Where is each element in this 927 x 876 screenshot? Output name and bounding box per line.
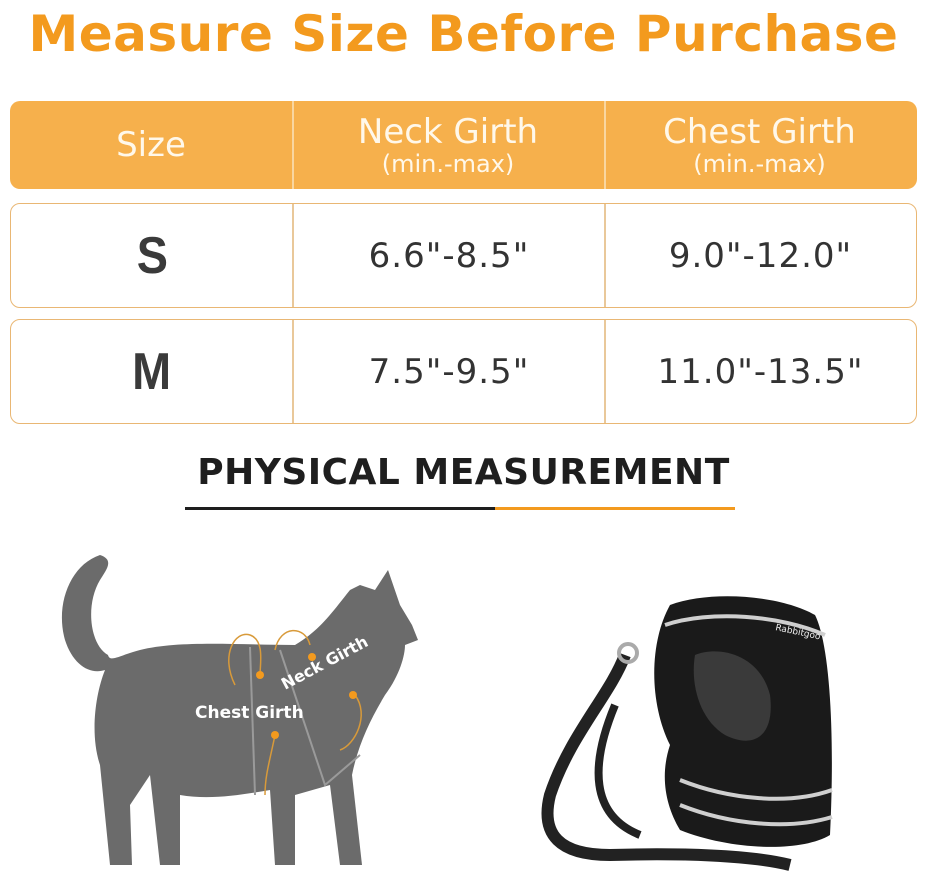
divider bbox=[604, 101, 606, 189]
size-table-header: Size Neck Girth (min.-max) Chest Girth (mi… bbox=[10, 101, 917, 189]
page-title: Measure Size Before Purchase bbox=[28, 5, 899, 63]
table-row: M 7.5"-9.5" 11.0"-13.5" bbox=[10, 319, 917, 424]
leash bbox=[541, 652, 792, 871]
divider bbox=[292, 101, 294, 189]
neck-cell: 7.5"-9.5" bbox=[368, 351, 530, 392]
header-chest: Chest Girth (min.-max) bbox=[604, 101, 915, 189]
heading-underline bbox=[185, 507, 495, 510]
section-heading: PHYSICAL MEASUREMENT bbox=[197, 452, 730, 493]
heading-underline-accent bbox=[495, 507, 735, 510]
cat-measurement-diagram: Chest Girth Neck Girth bbox=[61, 555, 418, 865]
divider bbox=[292, 204, 294, 307]
divider bbox=[292, 320, 294, 423]
header-size: Size bbox=[10, 101, 292, 189]
cat-silhouette bbox=[61, 555, 418, 865]
chest-cell: 11.0"-13.5" bbox=[657, 351, 864, 392]
header-neck: Neck Girth (min.-max) bbox=[292, 101, 604, 189]
header-size-label: Size bbox=[116, 125, 186, 165]
divider bbox=[604, 204, 606, 307]
header-neck-label: Neck Girth bbox=[357, 112, 539, 152]
table-row: S 6.6"-8.5" 9.0"-12.0" bbox=[10, 203, 917, 308]
divider bbox=[604, 320, 606, 423]
neck-cell: 6.6"-8.5" bbox=[368, 235, 530, 276]
size-cell: S bbox=[136, 226, 168, 285]
chest-cell: 9.0"-12.0" bbox=[668, 235, 853, 276]
header-chest-sub: (min.-max) bbox=[693, 150, 826, 178]
chest-girth-label: Chest Girth bbox=[195, 703, 304, 723]
header-chest-label: Chest Girth bbox=[663, 112, 856, 152]
header-neck-sub: (min.-max) bbox=[381, 150, 515, 178]
size-cell: M bbox=[132, 342, 172, 401]
harness-product-image: Rabbitgoo bbox=[541, 596, 833, 871]
